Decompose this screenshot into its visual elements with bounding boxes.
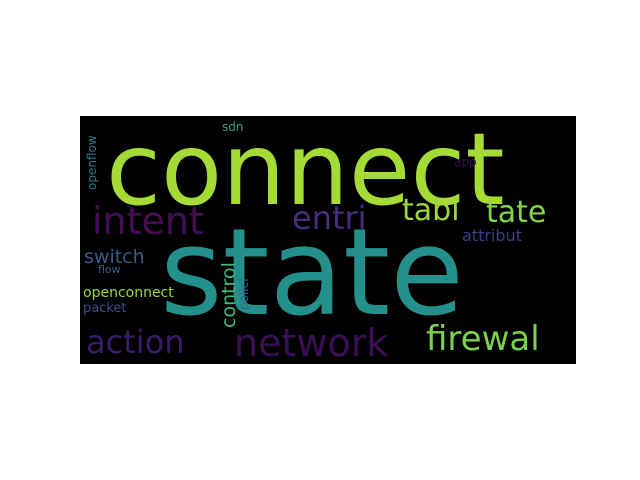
word-cloud: connect state intent entri tabl tate att… — [80, 116, 576, 364]
word-tabl: tabl — [402, 193, 460, 228]
word-switch: switch — [84, 246, 145, 268]
word-attribut: attribut — [462, 226, 522, 245]
word-sdn: sdn — [222, 120, 244, 134]
word-app: app — [454, 155, 477, 169]
word-openflow: openflow — [85, 135, 99, 190]
word-firewal: firewal — [426, 319, 540, 359]
word-flow: flow — [98, 263, 121, 276]
word-openconnect: openconnect — [83, 285, 174, 301]
word-action: action — [86, 323, 185, 361]
word-network: network — [234, 321, 389, 364]
word-entri: entri — [292, 199, 367, 237]
word-packet: packet — [83, 301, 127, 316]
word-state: state — [160, 204, 464, 343]
word-intent: intent — [92, 199, 204, 243]
word-tate: tate — [486, 195, 547, 230]
word-polici: polici — [237, 278, 251, 310]
word-connect: connect — [106, 116, 505, 228]
